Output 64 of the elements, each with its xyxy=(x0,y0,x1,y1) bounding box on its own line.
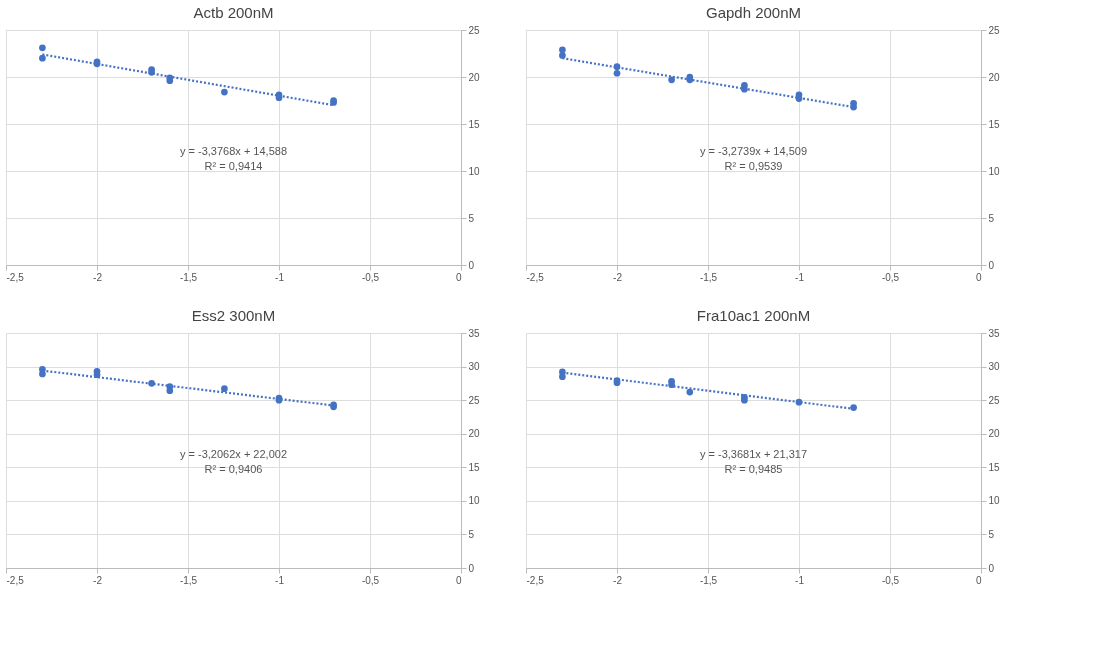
annotation: R² = 0,9485 xyxy=(724,463,783,476)
x-tick-label: -2,5 xyxy=(526,574,545,586)
y-tick-label: 10 xyxy=(988,495,1001,507)
y-tick-label: 10 xyxy=(468,165,481,177)
y-tick-label: 5 xyxy=(988,528,995,540)
y-tick-label: 35 xyxy=(468,327,481,339)
annotation: y = -3,3768x + 14,588 xyxy=(179,145,288,158)
x-tick-label: -0,5 xyxy=(881,574,900,586)
x-tick-label: -2 xyxy=(93,271,103,283)
y-tick-label: 20 xyxy=(468,428,481,440)
y-tick-label: 25 xyxy=(988,24,1001,36)
y-tick-label: 15 xyxy=(468,118,481,130)
y-tick-label: 25 xyxy=(468,394,481,406)
x-tick-label: -0,5 xyxy=(361,574,380,586)
x-tick-label: -2 xyxy=(613,574,623,586)
y-tick-label: 15 xyxy=(988,461,1001,473)
annotation: y = -3,2062x + 22,002 xyxy=(179,448,288,461)
annotation: R² = 0,9406 xyxy=(204,463,263,476)
x-tick-label: -1,5 xyxy=(699,271,718,283)
y-tick-label: 20 xyxy=(988,71,1001,83)
annotation: y = -3,2739x + 14,509 xyxy=(699,145,808,158)
x-tick-label: -0,5 xyxy=(881,271,900,283)
x-tick-label: -2 xyxy=(613,271,623,283)
y-tick-label: 20 xyxy=(988,428,1001,440)
x-tick-label: 0 xyxy=(455,574,462,586)
x-tick-label: -2,5 xyxy=(6,271,25,283)
y-tick-label: 5 xyxy=(468,528,475,540)
x-tick-label: -1 xyxy=(275,271,285,283)
y-tick-label: 15 xyxy=(468,461,481,473)
y-tick-label: 5 xyxy=(468,212,475,224)
x-tick-label: -1,5 xyxy=(699,574,718,586)
x-tick-label: -1 xyxy=(795,574,805,586)
x-tick-label: -2,5 xyxy=(6,574,25,586)
chart-title: Actb 200nM xyxy=(193,4,274,21)
y-tick-label: 30 xyxy=(988,361,1001,373)
x-tick-label: -1,5 xyxy=(179,574,198,586)
chart-title: Gapdh 200nM xyxy=(705,4,802,21)
y-tick-label: 10 xyxy=(988,165,1001,177)
x-tick-label: 0 xyxy=(455,271,462,283)
annotation: R² = 0,9539 xyxy=(724,160,783,173)
y-tick-label: 0 xyxy=(988,562,995,574)
annotation: y = -3,3681x + 21,317 xyxy=(699,448,808,461)
chart-title: Fra10ac1 200nM xyxy=(696,307,811,324)
y-tick-label: 25 xyxy=(988,394,1001,406)
y-tick-label: 35 xyxy=(988,327,1001,339)
annotation: R² = 0,9414 xyxy=(204,160,263,173)
x-tick-label: 0 xyxy=(975,271,982,283)
y-tick-label: 0 xyxy=(988,259,995,271)
y-tick-label: 0 xyxy=(468,259,475,271)
y-tick-label: 0 xyxy=(468,562,475,574)
x-tick-label: -0,5 xyxy=(361,271,380,283)
x-tick-label: -1 xyxy=(795,271,805,283)
x-tick-label: -1 xyxy=(275,574,285,586)
chart-title: Ess2 300nM xyxy=(191,307,276,324)
x-tick-label: -1,5 xyxy=(179,271,198,283)
y-tick-label: 25 xyxy=(468,24,481,36)
y-tick-label: 15 xyxy=(988,118,1001,130)
x-tick-label: 0 xyxy=(975,574,982,586)
y-tick-label: 20 xyxy=(468,71,481,83)
x-tick-label: -2,5 xyxy=(526,271,545,283)
y-tick-label: 30 xyxy=(468,361,481,373)
y-tick-label: 10 xyxy=(468,495,481,507)
x-tick-label: -2 xyxy=(93,574,103,586)
y-tick-label: 5 xyxy=(988,212,995,224)
